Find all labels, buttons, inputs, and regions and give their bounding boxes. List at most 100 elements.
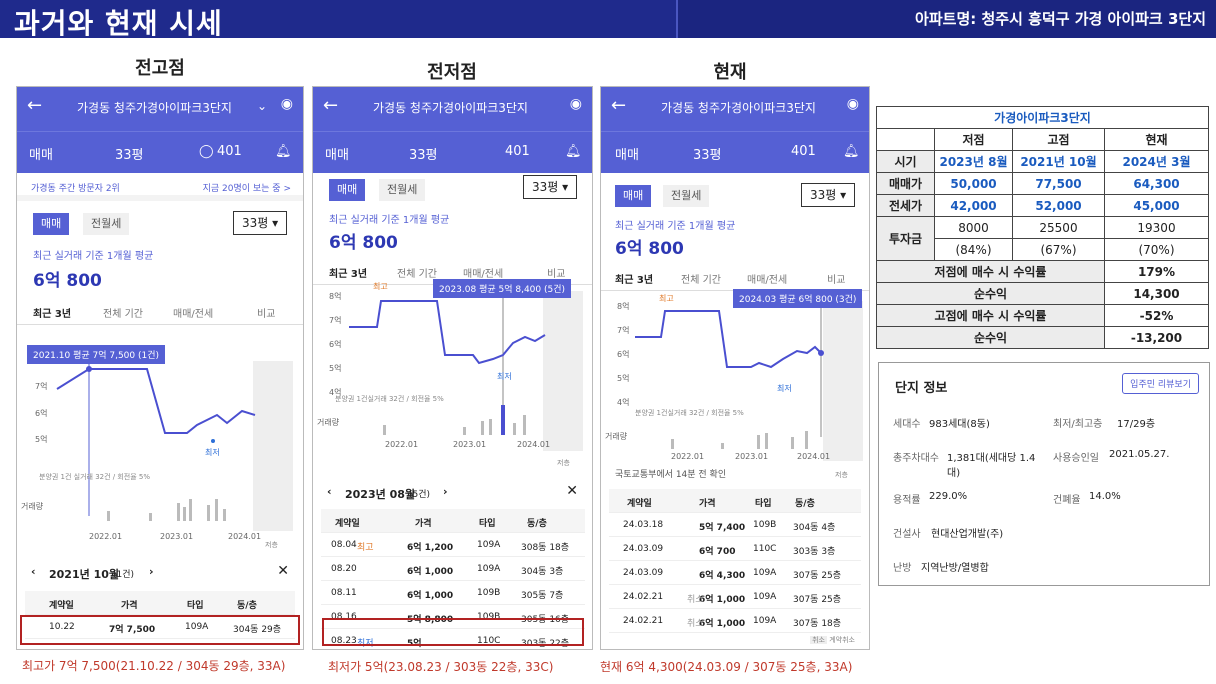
cell-date: 08.23 [331,636,357,646]
chip-sale[interactable]: 매매 [329,179,366,201]
resident-review-button[interactable]: 입주민 리뷰보기 [1122,373,1199,394]
table-row[interactable]: 24.03.09 6억 700 110C 303동 3층 [609,537,861,561]
back-arrow-icon[interactable]: ← [611,95,627,116]
chart-future-shade [823,301,863,461]
filter-bar: 매매 33평 401 🔔︎ [313,131,592,173]
table-row[interactable]: 08.11 6억 1,000 109B 305동 7층 [321,581,585,605]
sale-low: 50,000 [934,172,1013,195]
volume-bar [463,427,466,435]
table-row[interactable]: 24.03.18 5억 7,400 109B 304동 4층 [609,513,861,537]
heating-value: 지역난방/열병합 [921,563,989,574]
average-price: 6억 800 [615,239,684,259]
volume-bar [721,443,724,449]
caption-low: 최저가 5억(23.08.23 / 303동 22층, 33C) [328,660,554,674]
size-dropdown[interactable]: 33평 ▾ [523,175,578,199]
tab-sale-rent[interactable]: 매매/전세 [463,269,504,280]
tab-compare[interactable]: 비교 [257,309,276,320]
tab-all-period[interactable]: 전체 기간 [681,275,721,286]
chip-rent[interactable]: 전월세 [663,185,710,207]
tab-sale-rent[interactable]: 매매/전세 [173,309,214,320]
volume-label: 거래량 [21,501,44,511]
table-row[interactable]: 08.16 5억 8,800 109B 305동 16층 [321,605,585,629]
profit-low-label: 순수익 [876,282,1105,305]
tab-all-period[interactable]: 전체 기간 [103,309,143,320]
chip-sale[interactable]: 매매 [33,213,70,235]
volume-bar [207,505,210,521]
volume-bar [791,437,794,449]
low-label: 최저 [777,383,792,393]
cell-floor: 304동 29층 [233,625,282,635]
slide-header: 과거와 현재 시세 아파트명: 청주시 흥덕구 가경 아이파크 3단지 [0,0,1216,40]
table-row[interactable]: 24.02.21 6억 1,000 109A 307동 18층 취소 [609,609,861,633]
chevron-down-icon[interactable]: ⌄ [257,99,268,113]
cancel-legend-tag: 취소 [810,636,827,644]
prev-month-icon[interactable]: ‹ [31,565,36,578]
chip-rent[interactable]: 전월세 [379,179,426,201]
next-month-icon[interactable]: › [149,565,154,578]
cell-price: 5억 7,400 [699,523,746,533]
tab-recent-3y[interactable]: 최근 3년 [33,309,72,320]
visitor-rank: 가경동 주간 방문자 2위 [31,184,120,194]
close-icon[interactable]: ✕ [566,483,578,499]
trade-chips: 매매 전월세 33평 ▾ [17,207,303,241]
size-selector[interactable]: 33평 [693,148,722,163]
close-icon[interactable]: ✕ [277,563,289,579]
size-dropdown[interactable]: 33평 ▾ [233,211,288,235]
volume-bar [223,509,226,521]
comment-count: 401 [217,144,242,159]
cell-floor: 303동 3층 [793,547,836,557]
viewer-count[interactable]: 지금 20명이 보는 중 > [202,184,291,194]
location-pin-icon[interactable]: ◉ [846,96,859,112]
back-arrow-icon[interactable]: ← [27,95,43,116]
tab-all-period[interactable]: 전체 기간 [397,269,437,280]
trade-type-selector[interactable]: 매매 [29,148,53,163]
tab-sale-rent[interactable]: 매매/전세 [747,275,788,286]
chart-future-shade [543,291,583,451]
complex-selector[interactable]: 가경동 청주가경아이파크3단지 [373,101,528,115]
source-note: 국토교통부에서 14분 전 확인 [615,470,727,480]
profit-low-value: 14,300 [1104,282,1209,305]
cell-date: 24.03.09 [623,544,664,554]
y-tick-5: 5억 [617,373,629,383]
cell-price: 6억 1,000 [699,595,746,605]
chip-rent[interactable]: 전월세 [83,213,130,235]
back-arrow-icon[interactable]: ← [323,95,339,116]
price-chart[interactable]: 7억 6억 5억 최저 거래량 2022.01 2023.01 2024.01 … [17,341,304,551]
price-chart[interactable]: 8억 7억 6억 5억 4억 최고 최저 분양권 1건실거래 32건 / 회전율… [313,275,593,471]
tab-compare[interactable]: 비교 [547,269,566,280]
trade-type-selector[interactable]: 매매 [325,148,349,163]
table-row[interactable]: 24.03.09 6억 4,300 109A 307동 25층 [609,561,861,585]
table-row[interactable]: 08.04 6억 1,200 109A 308동 18층 최고 [321,533,585,557]
parking-key: 총주차대수 [893,453,939,464]
price-chart[interactable]: 8억 7억 6억 5억 4억 최고 최저 분양권 1건실거래 32건 / 회전율… [601,287,870,483]
complex-selector[interactable]: 가경동 청주가경아이파크3단지 [661,101,816,115]
size-selector[interactable]: 33평 [115,148,144,163]
chip-sale[interactable]: 매매 [615,185,652,207]
comment-icon[interactable]: ◯ [199,144,214,159]
table-header: 계약일 가격 타입 동/층 [609,489,861,513]
trade-type-selector[interactable]: 매매 [615,148,639,163]
selected-point [86,366,92,372]
table-row[interactable]: 24.02.21 6억 1,000 109A 307동 25층 취소 [609,585,861,609]
tab-compare[interactable]: 비교 [827,275,846,286]
invest-pct-high: (67%) [1012,238,1105,261]
table-row[interactable]: 08.20 6억 1,000 109A 304동 3층 [321,557,585,581]
tab-recent-3y[interactable]: 최근 3년 [615,275,654,286]
invest-now: 19300 [1104,216,1209,239]
legend-low-floor: 저층 [835,470,848,479]
complex-selector[interactable]: 가경동 청주가경아이파크3단지 [77,101,232,115]
location-pin-icon[interactable]: ◉ [569,96,582,112]
next-month-icon[interactable]: › [443,485,448,498]
bell-icon[interactable]: 🔔︎ [565,144,582,159]
cell-date: 08.11 [331,588,357,598]
location-pin-icon[interactable]: ◉ [280,96,293,112]
legend-low-floor: 저층 [557,458,570,467]
prev-month-icon[interactable]: ‹ [327,485,332,498]
tab-recent-3y[interactable]: 최근 3년 [329,269,368,280]
bell-icon[interactable]: 🔔︎ [275,144,292,159]
size-dropdown[interactable]: 33평 ▾ [801,183,856,207]
bell-icon[interactable]: 🔔︎ [843,144,860,159]
size-selector[interactable]: 33평 [409,148,438,163]
table-row[interactable]: 10.22 7억 7,500 109A 304동 29층 [25,615,295,639]
return-low-label: 저점에 매수 시 수익률 [876,260,1105,283]
